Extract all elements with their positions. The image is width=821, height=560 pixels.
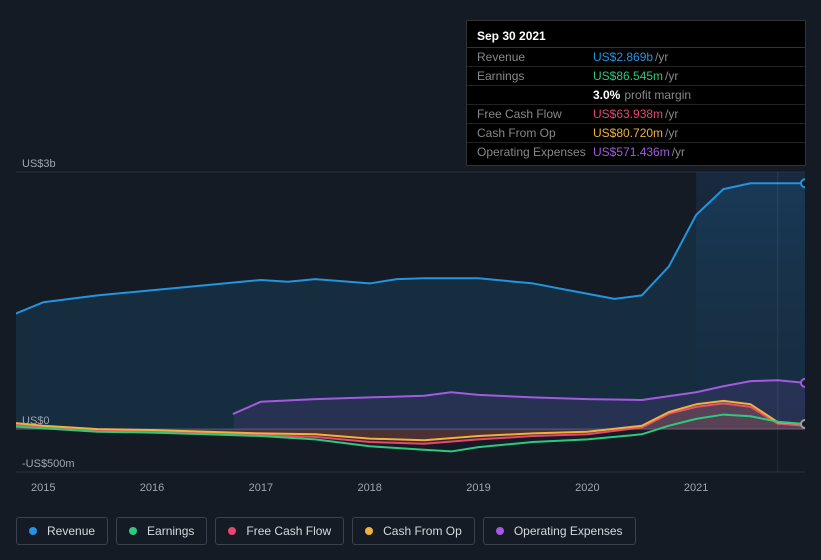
x-axis-label: 2017 <box>249 482 273 494</box>
legend-label: Revenue <box>47 524 95 538</box>
legend-dot-icon <box>29 527 37 535</box>
x-axis-label: 2019 <box>466 482 490 494</box>
legend-item-cfo[interactable]: Cash From Op <box>352 517 475 545</box>
tooltip-row-fcf: Free Cash FlowUS$63.938m/yr <box>467 105 805 124</box>
legend-dot-icon <box>365 527 373 535</box>
legend-dot-icon <box>496 527 504 535</box>
x-axis-label: 2018 <box>357 482 381 494</box>
x-axis-label: 2020 <box>575 482 599 494</box>
tooltip-value: US$63.938m <box>593 107 663 121</box>
y-axis-label: US$0 <box>22 415 50 427</box>
y-axis-label: US$3b <box>22 158 56 170</box>
chart-legend: Revenue Earnings Free Cash Flow Cash From O… <box>16 517 636 545</box>
legend-label: Earnings <box>147 524 194 538</box>
tooltip-unit: /yr <box>665 107 678 121</box>
legend-dot-icon <box>129 527 137 535</box>
legend-item-opex[interactable]: Operating Expenses <box>483 517 636 545</box>
tooltip-row-opex: Operating ExpensesUS$571.436m/yr <box>467 143 805 161</box>
tooltip-subrow-earnings: 3.0%profit margin <box>467 86 805 105</box>
chart-tooltip: Sep 30 2021 RevenueUS$2.869b/yrEarningsU… <box>466 20 806 166</box>
tooltip-value: US$80.720m <box>593 126 663 140</box>
tooltip-unit: /yr <box>665 69 678 83</box>
tooltip-label: Operating Expenses <box>477 145 593 159</box>
tooltip-unit: /yr <box>665 126 678 140</box>
y-axis-label: -US$500m <box>22 458 75 470</box>
tooltip-date: Sep 30 2021 <box>467 25 805 48</box>
tooltip-value: US$86.545m <box>593 69 663 83</box>
legend-label: Cash From Op <box>383 524 462 538</box>
tooltip-value: US$2.869b <box>593 50 653 64</box>
legend-dot-icon <box>228 527 236 535</box>
tooltip-unit: /yr <box>655 50 668 64</box>
x-axis-label: 2016 <box>140 482 164 494</box>
legend-item-earnings[interactable]: Earnings <box>116 517 207 545</box>
tooltip-row-revenue: RevenueUS$2.869b/yr <box>467 48 805 67</box>
tooltip-label: Cash From Op <box>477 126 593 140</box>
tooltip-row-earnings: EarningsUS$86.545m/yr <box>467 67 805 86</box>
legend-item-fcf[interactable]: Free Cash Flow <box>215 517 344 545</box>
tooltip-row-cfo: Cash From OpUS$80.720m/yr <box>467 124 805 143</box>
tooltip-value: US$571.436m <box>593 145 670 159</box>
legend-label: Free Cash Flow <box>246 524 331 538</box>
earnings-revenue-chart[interactable]: US$3bUS$0-US$500m 2015201620172018201920… <box>16 155 805 475</box>
legend-item-revenue[interactable]: Revenue <box>16 517 108 545</box>
x-axis-label: 2015 <box>31 482 55 494</box>
tooltip-label: Free Cash Flow <box>477 107 593 121</box>
x-axis-label: 2021 <box>684 482 708 494</box>
tooltip-label: Revenue <box>477 50 593 64</box>
legend-label: Operating Expenses <box>514 524 623 538</box>
tooltip-unit: /yr <box>672 145 685 159</box>
tooltip-label: Earnings <box>477 69 593 83</box>
